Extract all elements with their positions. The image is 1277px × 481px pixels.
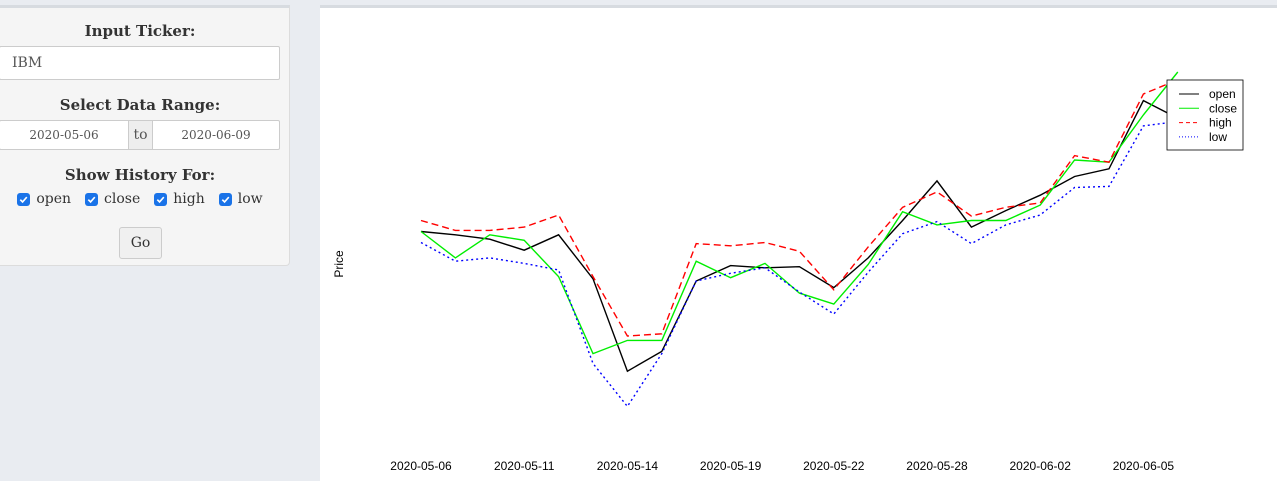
date-range-picker: to <box>0 120 280 150</box>
checkbox-open-box[interactable] <box>17 192 31 206</box>
y-axis-label: Price <box>332 250 346 278</box>
checkbox-close-label: close <box>104 191 141 207</box>
series-line-low <box>420 120 1213 408</box>
x-tick-label: 2020-05-11 <box>494 459 555 473</box>
checkbox-close[interactable]: close <box>85 191 140 207</box>
series-line-high <box>420 79 1179 337</box>
history-label: Show History For: <box>64 166 216 184</box>
x-tick-label: 2020-06-02 <box>1010 459 1072 473</box>
check-icon <box>20 196 28 203</box>
check-icon <box>221 196 230 203</box>
date-start-input[interactable] <box>0 120 129 150</box>
series-line-open <box>420 99 1179 373</box>
legend-label-close: close <box>1209 101 1237 115</box>
ticker-label: Input Ticker: <box>84 22 196 40</box>
series-lines <box>420 71 1213 408</box>
checkbox-close-box[interactable] <box>85 192 99 206</box>
date-range-label: Select Data Range: <box>59 96 221 114</box>
date-range-separator: to <box>129 120 152 150</box>
go-button[interactable]: Go <box>119 227 162 259</box>
check-icon <box>156 196 165 203</box>
legend-label-high: high <box>1209 116 1232 130</box>
x-tick-label: 2020-05-19 <box>700 459 762 473</box>
legend-label-low: low <box>1209 130 1227 144</box>
legend-label-open: open <box>1209 87 1236 101</box>
checkbox-open-label: open <box>36 191 72 207</box>
checkbox-high-box[interactable] <box>154 192 168 206</box>
checkbox-high-label: high <box>173 191 205 207</box>
x-tick-label: 2020-06-05 <box>1113 459 1175 473</box>
sidebar-panel: Input Ticker: Select Data Range: to Show… <box>0 5 290 266</box>
x-tick-labels: 2020-05-06 2020-05-11 2020-05-14 2020-05-19… <box>390 459 1174 473</box>
x-tick-label: 2020-05-06 <box>390 459 452 473</box>
x-tick-label: 2020-05-14 <box>597 459 659 473</box>
plot-panel: Price 2020-05-06 2020-05-11 2020-05-14 2020… <box>320 5 1277 481</box>
date-end-input[interactable] <box>152 120 280 150</box>
check-icon <box>87 196 96 203</box>
x-tick-label: 2020-05-22 <box>803 459 865 473</box>
x-tick-label: 2020-05-28 <box>906 459 968 473</box>
ticker-input[interactable] <box>0 46 280 80</box>
series-line-close <box>420 71 1179 355</box>
checkbox-low[interactable]: low <box>218 191 263 207</box>
checkbox-open[interactable]: open <box>17 191 71 207</box>
checkbox-low-label: low <box>237 191 263 207</box>
history-checkbox-group: open close high low <box>0 191 281 207</box>
legend-box <box>1166 79 1244 151</box>
checkbox-low-box[interactable] <box>218 192 232 206</box>
price-history-chart: Price 2020-05-06 2020-05-11 2020-05-14 2020… <box>332 71 1244 473</box>
checkbox-high[interactable]: high <box>154 191 205 207</box>
